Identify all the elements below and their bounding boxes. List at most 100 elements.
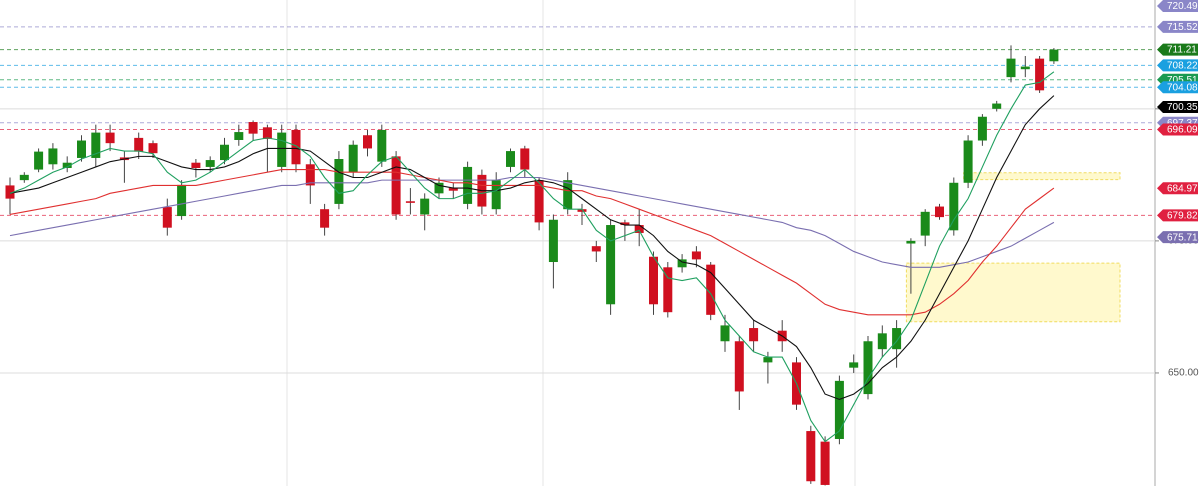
price-tag-shape bbox=[1157, 209, 1198, 222]
candle-body bbox=[262, 127, 272, 139]
moving-average bbox=[9, 95, 1055, 400]
candle-body bbox=[634, 225, 644, 233]
price-tag-label: 697.37 bbox=[1167, 118, 1198, 129]
candle-body bbox=[420, 198, 430, 215]
candle-body bbox=[205, 160, 215, 167]
candle-body bbox=[591, 246, 601, 252]
candle-body bbox=[405, 201, 415, 203]
price-tag: 700.35 bbox=[1157, 100, 1198, 113]
vertical-grid bbox=[286, 0, 856, 486]
candle-body bbox=[234, 132, 244, 140]
candle-body bbox=[77, 140, 86, 158]
candle-body bbox=[820, 441, 830, 485]
price-tag-label: 675.71 bbox=[1167, 232, 1198, 243]
candle-body bbox=[663, 267, 673, 313]
price-tag: 684.97 bbox=[1157, 182, 1198, 194]
price-tag-shape bbox=[1157, 231, 1198, 244]
candle-body bbox=[1049, 49, 1059, 62]
candle-body bbox=[706, 264, 716, 315]
candle-body bbox=[749, 328, 759, 342]
candle-body bbox=[620, 222, 630, 226]
price-tag-shape bbox=[1157, 0, 1198, 12]
candle-body bbox=[491, 180, 501, 210]
candle-body bbox=[148, 143, 158, 154]
candle-body bbox=[863, 341, 873, 395]
price-tag-shape bbox=[1157, 43, 1198, 56]
candle-body bbox=[105, 132, 115, 144]
price-tag: 675.71 bbox=[1157, 231, 1198, 243]
candle-body bbox=[320, 209, 330, 228]
price-tag-label: 704.08 bbox=[1167, 82, 1198, 93]
y-tick-label: 650.00 bbox=[1168, 368, 1199, 379]
price-tag-label: 711.21 bbox=[1167, 45, 1197, 56]
candle-body bbox=[534, 180, 544, 223]
price-tag-label: 715.52 bbox=[1167, 22, 1198, 33]
candle-body bbox=[248, 122, 258, 134]
price-tag-label: 720.49 bbox=[1167, 1, 1198, 12]
candle-body bbox=[992, 103, 1002, 109]
candle-body bbox=[906, 240, 916, 244]
candle-body bbox=[348, 144, 358, 173]
candle-body bbox=[448, 188, 458, 191]
candle-body bbox=[577, 209, 587, 212]
candle-body bbox=[963, 140, 973, 183]
price-tag-shape bbox=[1157, 100, 1198, 113]
candle-body bbox=[949, 182, 959, 231]
candle-body bbox=[1035, 58, 1045, 91]
candle-body bbox=[734, 341, 744, 392]
candle-body bbox=[691, 251, 701, 260]
candle-body bbox=[134, 137, 144, 152]
candle-body bbox=[1006, 58, 1016, 78]
price-tag: 708.22 bbox=[1157, 59, 1198, 72]
candle-body bbox=[377, 129, 387, 162]
candle-body bbox=[849, 362, 859, 368]
candle-body bbox=[277, 132, 287, 167]
candle-body bbox=[606, 225, 616, 305]
candle-body bbox=[5, 185, 15, 199]
zone bbox=[963, 172, 1121, 181]
candle-body bbox=[391, 156, 401, 215]
candle-body bbox=[563, 180, 573, 210]
candle-body bbox=[62, 162, 72, 168]
candle-body bbox=[920, 211, 930, 236]
candle-body bbox=[191, 162, 201, 168]
candle-body bbox=[434, 182, 444, 194]
candle-body bbox=[220, 144, 229, 161]
price-tag: 704.08 bbox=[1157, 81, 1198, 93]
price-tag-shape bbox=[1157, 59, 1198, 72]
candle-body bbox=[892, 328, 902, 350]
candle-body bbox=[649, 256, 658, 305]
candle-body bbox=[363, 135, 372, 149]
price-tag-shape bbox=[1157, 81, 1198, 94]
candle-body bbox=[935, 206, 944, 218]
candle-body bbox=[1020, 66, 1030, 70]
candle-body bbox=[763, 357, 773, 363]
price-tag-label: 684.97 bbox=[1167, 183, 1198, 194]
candle-body bbox=[48, 148, 58, 165]
price-tag: 715.52 bbox=[1157, 20, 1198, 33]
candle-body bbox=[806, 431, 816, 482]
price-tag: 679.82 bbox=[1157, 209, 1198, 222]
candle-body bbox=[177, 184, 187, 217]
candle-body bbox=[91, 132, 101, 158]
moving-average bbox=[9, 176, 1055, 268]
candle-body bbox=[834, 380, 844, 439]
candle-body bbox=[305, 164, 315, 186]
candle-body bbox=[34, 151, 44, 170]
candle-body bbox=[463, 166, 473, 204]
candle-body bbox=[520, 148, 530, 170]
candle-body bbox=[977, 116, 987, 141]
candle-body bbox=[506, 151, 515, 167]
candle-body bbox=[334, 159, 344, 204]
zone bbox=[905, 262, 1121, 323]
price-tag-label: 700.35 bbox=[1167, 102, 1198, 113]
candle-body bbox=[291, 129, 301, 165]
price-tag-shape bbox=[1157, 20, 1198, 33]
candle-body bbox=[162, 207, 172, 228]
candle-body bbox=[677, 259, 687, 268]
price-tag: 696.09 bbox=[1157, 123, 1198, 136]
candle-body bbox=[720, 325, 730, 342]
moving-average bbox=[9, 169, 1055, 316]
price-tag-shape bbox=[1157, 182, 1198, 195]
